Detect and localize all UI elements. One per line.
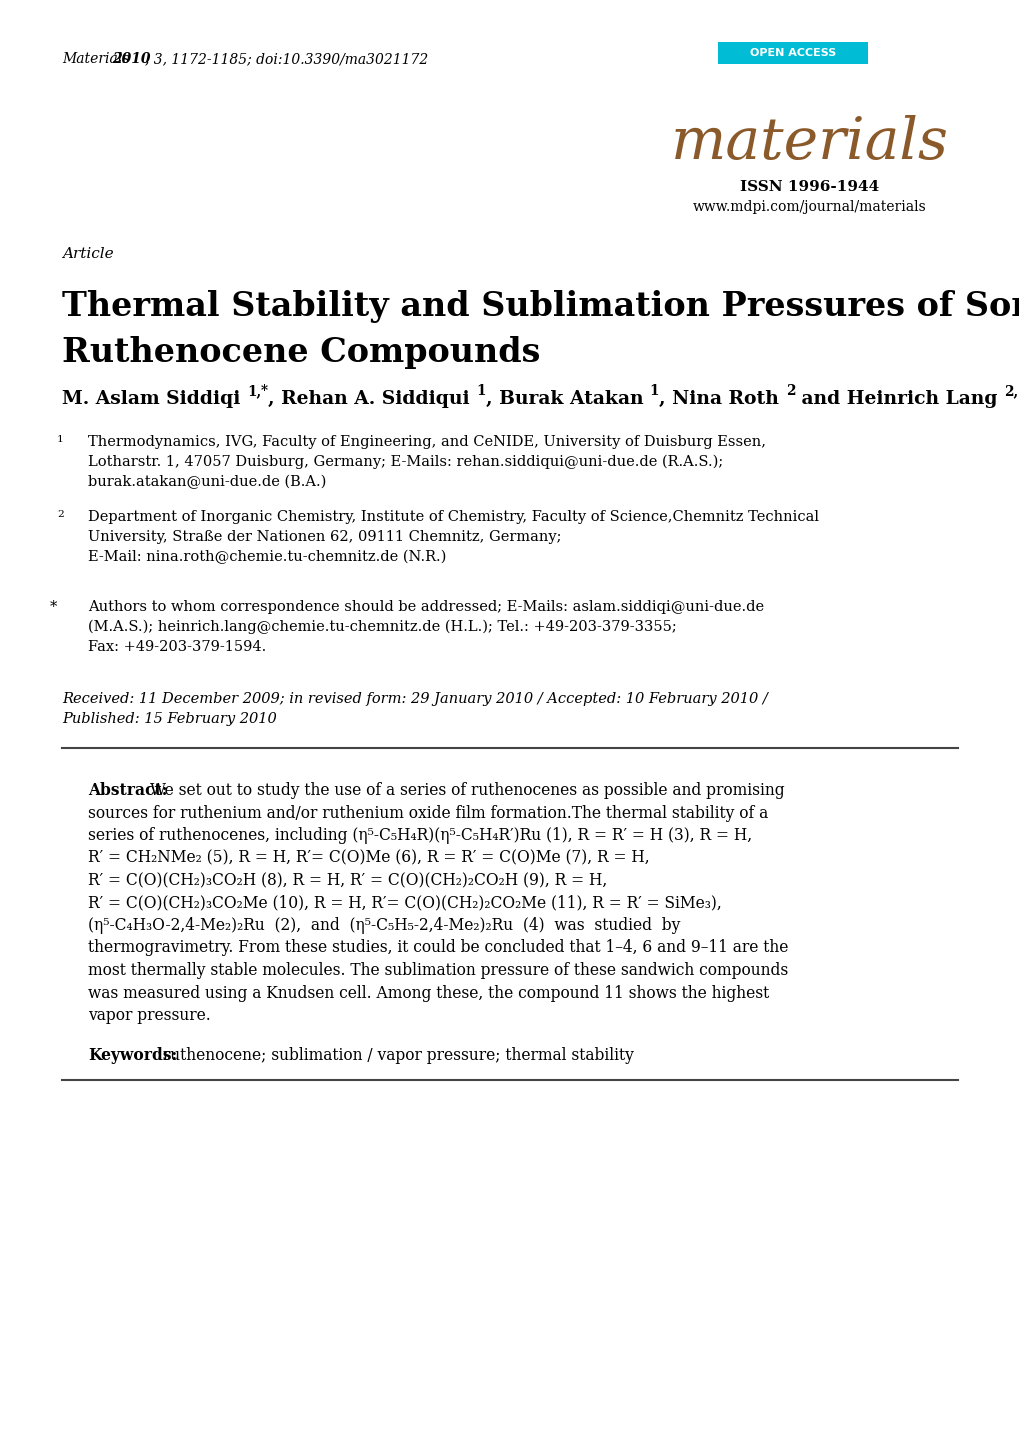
Text: 1: 1 xyxy=(649,384,658,398)
Text: We set out to study the use of a series of ruthenocenes as possible and promisin: We set out to study the use of a series … xyxy=(150,782,784,799)
Text: was measured using a Knudsen cell. Among these, the compound 11 shows the highes: was measured using a Knudsen cell. Among… xyxy=(88,985,768,1002)
Text: , Rehan A. Siddiqui: , Rehan A. Siddiqui xyxy=(268,389,476,408)
Text: ruthenocene; sublimation / vapor pressure; thermal stability: ruthenocene; sublimation / vapor pressur… xyxy=(158,1047,633,1064)
Text: thermogravimetry. From these studies, it could be concluded that 1–4, 6 and 9–11: thermogravimetry. From these studies, it… xyxy=(88,940,788,956)
Text: 1: 1 xyxy=(57,435,64,444)
Text: R′ = C(O)(CH₂)₃CO₂H (8), R = H, R′ = C(O)(CH₂)₂CO₂H (9), R = H,: R′ = C(O)(CH₂)₃CO₂H (8), R = H, R′ = C(O… xyxy=(88,872,606,890)
Text: vapor pressure.: vapor pressure. xyxy=(88,1007,211,1024)
Text: , Nina Roth: , Nina Roth xyxy=(658,389,785,408)
Text: Thermodynamics, IVG, Faculty of Engineering, and CeNIDE, University of Duisburg : Thermodynamics, IVG, Faculty of Engineer… xyxy=(88,435,765,448)
Text: burak.atakan@uni-due.de (B.A.): burak.atakan@uni-due.de (B.A.) xyxy=(88,474,326,489)
Text: M. Aslam Siddiqi: M. Aslam Siddiqi xyxy=(62,389,247,408)
Text: , 3, 1172-1185; doi:10.3390/ma3021172: , 3, 1172-1185; doi:10.3390/ma3021172 xyxy=(145,52,428,66)
Text: www.mdpi.com/journal/materials: www.mdpi.com/journal/materials xyxy=(693,200,926,213)
Text: *: * xyxy=(50,600,57,614)
Text: 2,: 2, xyxy=(1003,384,1017,398)
Text: series of ruthenocenes, including (η⁵-C₅H₄R)(η⁵-C₅H₄R′)Ru (1), R = R′ = H (3), R: series of ruthenocenes, including (η⁵-C₅… xyxy=(88,828,751,844)
Text: *: * xyxy=(1017,384,1019,398)
Text: ISSN 1996-1944: ISSN 1996-1944 xyxy=(740,180,878,195)
Text: *: * xyxy=(261,384,268,398)
Text: OPEN ACCESS: OPEN ACCESS xyxy=(749,48,836,58)
Text: R′ = C(O)(CH₂)₃CO₂Me (10), R = H, R′= C(O)(CH₂)₂CO₂Me (11), R = R′ = SiMe₃),: R′ = C(O)(CH₂)₃CO₂Me (10), R = H, R′= C(… xyxy=(88,894,721,911)
Text: materials: materials xyxy=(671,115,948,172)
Text: Lotharstr. 1, 47057 Duisburg, Germany; E-Mails: rehan.siddiqui@uni-due.de (R.A.S: Lotharstr. 1, 47057 Duisburg, Germany; E… xyxy=(88,456,722,470)
Text: 1: 1 xyxy=(476,384,485,398)
Text: Abstract:: Abstract: xyxy=(88,782,167,799)
Text: sources for ruthenium and/or ruthenium oxide film formation.The thermal stabilit: sources for ruthenium and/or ruthenium o… xyxy=(88,805,767,822)
Text: Materials: Materials xyxy=(62,52,133,66)
Text: 2: 2 xyxy=(57,510,64,519)
Text: Thermal Stability and Sublimation Pressures of Some: Thermal Stability and Sublimation Pressu… xyxy=(62,290,1019,323)
FancyBboxPatch shape xyxy=(717,42,867,63)
Text: Ruthenocene Compounds: Ruthenocene Compounds xyxy=(62,336,540,369)
Text: (η⁵-C₄H₃O-2,4-Me₂)₂Ru  (2),  and  (η⁵-C₅H₅-2,4-Me₂)₂Ru  (4)  was  studied  by: (η⁵-C₄H₃O-2,4-Me₂)₂Ru (2), and (η⁵-C₅H₅-… xyxy=(88,917,680,934)
Text: Fax: +49-203-379-1594.: Fax: +49-203-379-1594. xyxy=(88,640,266,655)
Text: University, Straße der Nationen 62, 09111 Chemnitz, Germany;: University, Straße der Nationen 62, 0911… xyxy=(88,531,560,544)
Text: Authors to whom correspondence should be addressed; E-Mails: aslam.siddiqi@uni-d: Authors to whom correspondence should be… xyxy=(88,600,763,614)
Text: 2: 2 xyxy=(785,384,795,398)
Text: E-Mail: nina.roth@chemie.tu-chemnitz.de (N.R.): E-Mail: nina.roth@chemie.tu-chemnitz.de … xyxy=(88,549,446,564)
Text: , Burak Atakan: , Burak Atakan xyxy=(485,389,649,408)
Text: Article: Article xyxy=(62,247,113,261)
Text: 1,: 1, xyxy=(247,384,261,398)
Text: and Heinrich Lang: and Heinrich Lang xyxy=(795,389,1003,408)
Text: most thermally stable molecules. The sublimation pressure of these sandwich comp: most thermally stable molecules. The sub… xyxy=(88,962,788,979)
Text: (M.A.S.); heinrich.lang@chemie.tu-chemnitz.de (H.L.); Tel.: +49-203-379-3355;: (M.A.S.); heinrich.lang@chemie.tu-chemni… xyxy=(88,620,676,634)
Text: Keywords:: Keywords: xyxy=(88,1047,177,1064)
Text: Department of Inorganic Chemistry, Institute of Chemistry, Faculty of Science,Ch: Department of Inorganic Chemistry, Insti… xyxy=(88,510,818,523)
Text: Received: 11 December 2009; in revised form: 29 January 2010 / Accepted: 10 Febr: Received: 11 December 2009; in revised f… xyxy=(62,692,767,707)
Text: R′ = CH₂NMe₂ (5), R = H, R′= C(O)Me (6), R = R′ = C(O)Me (7), R = H,: R′ = CH₂NMe₂ (5), R = H, R′= C(O)Me (6),… xyxy=(88,849,649,867)
Text: Published: 15 February 2010: Published: 15 February 2010 xyxy=(62,712,276,725)
Text: 2010: 2010 xyxy=(112,52,151,66)
